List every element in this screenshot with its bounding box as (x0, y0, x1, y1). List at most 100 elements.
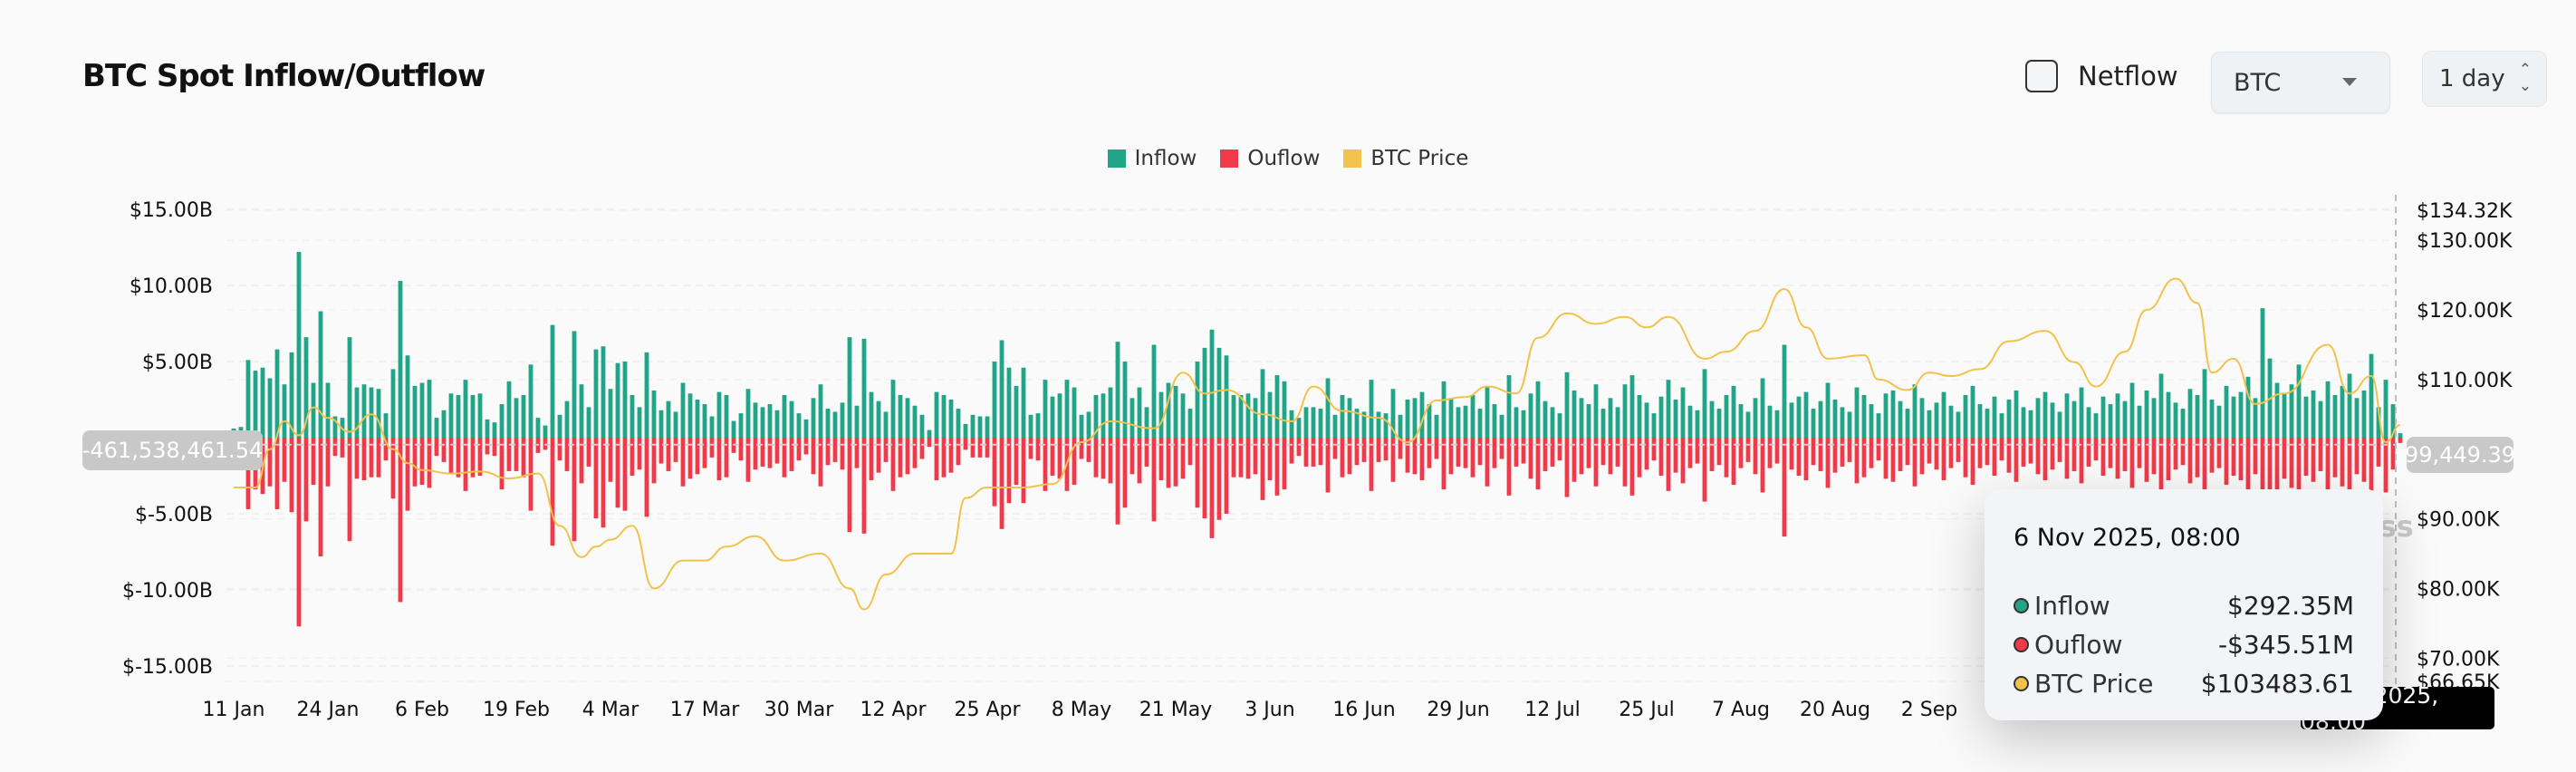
outflow-bar (2108, 438, 2113, 468)
inflow-bar (550, 324, 555, 438)
x-axis-tick: 20 Aug (1800, 699, 1870, 721)
inflow-bar (745, 389, 751, 438)
inflow-bar (1108, 387, 1113, 438)
legend-swatch-outflow (1220, 150, 1239, 168)
outflow-bar (492, 438, 497, 457)
chart-tooltip: 6 Nov 2025, 08:00 Inflow $292.35M Ouflow -… (1985, 489, 2383, 720)
inflow-bar (1173, 385, 1178, 438)
outflow-bar (1760, 438, 1765, 493)
inflow-bar (977, 416, 983, 438)
outflow-bar (1644, 438, 1649, 470)
legend-item-outflow[interactable]: Ouflow (1220, 147, 1320, 170)
outflow-bar (325, 438, 331, 487)
outflow-bar (2115, 438, 2120, 479)
inflow-bar (2282, 393, 2287, 438)
outflow-bar (1869, 438, 1874, 468)
outflow-bar (2347, 438, 2352, 497)
outflow-bar (2043, 438, 2048, 481)
inflow-bar (1854, 387, 1860, 438)
outflow-bar (2303, 438, 2309, 476)
outflow-bar (1492, 438, 1497, 468)
outflow-bar (1303, 438, 1309, 467)
netflow-toggle[interactable]: Netflow (2025, 60, 2178, 92)
inflow-bar (789, 400, 794, 438)
outflow-bar (2325, 438, 2331, 491)
inflow-bar (434, 418, 439, 438)
outflow-bar (267, 438, 273, 487)
inflow-bar (405, 355, 410, 438)
interval-select[interactable]: 1 day ⌃ ⌄ (2422, 51, 2547, 107)
inflow-bar (615, 362, 620, 438)
inflow-bar (1521, 410, 1526, 438)
outflow-bar (658, 438, 664, 464)
legend-item-btc-price[interactable]: BTC Price (1343, 147, 1468, 170)
outflow-bar (1195, 438, 1200, 508)
outflow-bar (1586, 438, 1591, 468)
outflow-bar (1709, 438, 1715, 471)
price-dot-icon (2014, 676, 2029, 691)
inflow-bar (1977, 404, 1983, 438)
crosshair-left-value: -461,538,461.54 (82, 430, 263, 470)
inflow-bar (963, 423, 968, 438)
outflow-bar (1006, 438, 1012, 504)
inflow-bar (1543, 400, 1548, 438)
outflow-bar (1825, 438, 1831, 488)
legend-item-inflow[interactable]: Inflow (1107, 147, 1197, 170)
outflow-bar (803, 438, 809, 455)
inflow-bar (601, 346, 606, 438)
inflow-bar (2202, 369, 2207, 438)
outflow-bar (1782, 438, 1787, 537)
left-axis-tick: $10.00B (130, 275, 213, 298)
inflow-bar (1644, 402, 1649, 438)
outflow-bar (796, 438, 802, 461)
outflow-bar (383, 438, 389, 461)
inflow-bar (1912, 384, 1918, 438)
inflow-bar (2093, 413, 2099, 438)
outflow-bar (1434, 438, 1439, 459)
outflow-bar (1166, 438, 1171, 488)
outflow-bar (412, 438, 418, 487)
inflow-bar (724, 394, 729, 438)
inflow-bar (1195, 362, 1200, 438)
inflow-bar (499, 404, 505, 438)
inflow-bar (1057, 393, 1062, 438)
outflow-bar (1202, 438, 1207, 519)
outflow-bar (1267, 438, 1273, 481)
inflow-bar (927, 429, 932, 438)
outflow-bar (847, 438, 852, 533)
outflow-bar (1361, 438, 1367, 462)
inflow-bar (1970, 385, 1975, 438)
inflow-bar (1354, 409, 1360, 438)
inflow-bar (521, 394, 526, 438)
inflow-bar (1405, 400, 1410, 438)
outflow-bar (1840, 438, 1845, 467)
inflow-bar (1948, 405, 1954, 438)
inflow-bar (354, 387, 360, 438)
inflow-bar (999, 340, 1004, 438)
outflow-bar (2180, 438, 2186, 466)
outflow-bar (2202, 438, 2207, 502)
outflow-bar (1456, 438, 1461, 467)
asset-select[interactable]: BTC (2211, 52, 2390, 113)
netflow-checkbox[interactable] (2025, 60, 2058, 92)
outflow-bar (572, 438, 577, 542)
outflow-bar (1898, 438, 1903, 471)
outflow-bar (1122, 438, 1128, 508)
outflow-bar (1021, 438, 1026, 504)
tooltip-value: -$345.51M (2217, 630, 2354, 660)
x-axis-tick: 2 Sep (1901, 699, 1957, 721)
outflow-bar (970, 438, 976, 458)
inflow-bar (2137, 405, 2142, 438)
x-axis-tick: 30 Mar (764, 699, 834, 721)
outflow-bar (347, 438, 352, 542)
outflow-bar (2398, 438, 2403, 443)
outflow-bar (941, 438, 947, 478)
inflow-bar (1600, 409, 1606, 438)
outflow-bar (912, 438, 918, 468)
outflow-bar (992, 438, 997, 507)
inflow-bar (1883, 393, 1889, 438)
outflow-bar (506, 438, 512, 471)
outflow-bar (1905, 438, 1910, 466)
outflow-bar (680, 438, 686, 487)
